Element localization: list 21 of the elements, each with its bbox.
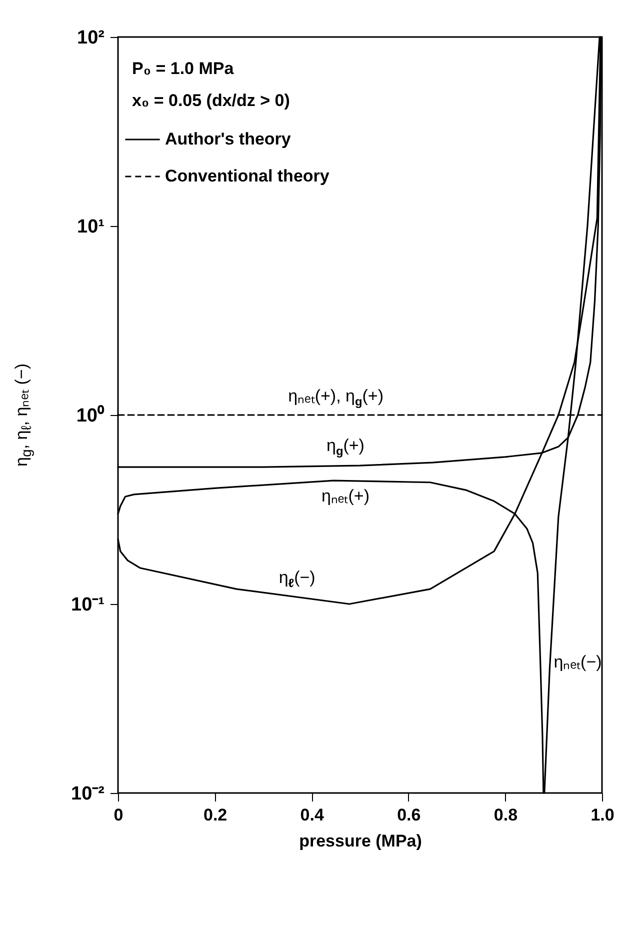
y-tick-label: 10⁻² bbox=[71, 784, 104, 804]
y-tick-label: 10⁻¹ bbox=[71, 594, 104, 616]
x-tick-label: 0.2 bbox=[203, 806, 228, 824]
annotation: ηₙₑₜ(−) bbox=[554, 651, 602, 672]
y-tick-label: 10⁰ bbox=[76, 404, 104, 426]
y-tick-label: 10² bbox=[77, 28, 104, 48]
x-tick-label: 0.4 bbox=[300, 806, 324, 824]
annotation: η$_{ℓ}$(−) bbox=[278, 568, 316, 590]
x-tick-label: 0.6 bbox=[397, 806, 421, 824]
x-tick-label: 1.0 bbox=[590, 806, 614, 824]
annotation: P₀ = 1.0 MPa bbox=[132, 59, 234, 79]
annotation: η$_{g}$(+) bbox=[326, 436, 364, 458]
annotation: ηₙₑₜ(+) bbox=[321, 486, 370, 507]
x-axis-title: pressure (MPa) bbox=[299, 832, 422, 850]
legend-label: Conventional theory bbox=[165, 166, 330, 186]
x-tick-label: 0 bbox=[114, 806, 124, 824]
legend-label: Author's theory bbox=[165, 130, 292, 148]
y-tick-label: 10¹ bbox=[77, 216, 104, 238]
x-tick-label: 0.8 bbox=[494, 806, 518, 824]
annotation: x₀ = 0.05 (dx/dz > 0) bbox=[132, 91, 290, 111]
annotation: ηₙₑₜ(+), η$_{g}$(+) bbox=[288, 385, 384, 409]
